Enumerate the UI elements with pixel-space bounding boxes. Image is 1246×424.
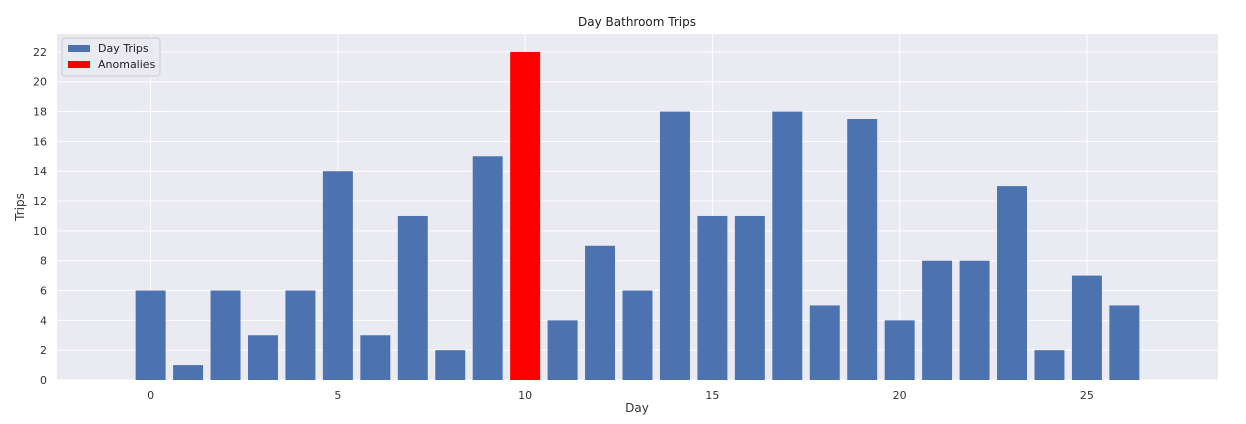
y-tick-label: 8 [40, 255, 47, 268]
bar-day-trips [173, 365, 204, 380]
bar-day-trips [360, 335, 391, 380]
legend-label-anomalies: Anomalies [98, 58, 156, 71]
x-tick-labels: 0 5 10 15 20 25 [147, 389, 1094, 402]
bar-day-trips [922, 260, 953, 380]
legend-swatch-anomalies [68, 61, 90, 68]
y-tick-label: 10 [33, 225, 47, 238]
x-axis-label: Day [625, 401, 649, 415]
bar-day-trips [547, 320, 578, 380]
y-axis-label: Trips [13, 193, 27, 222]
y-tick-label: 0 [40, 374, 47, 387]
y-tick-label: 16 [33, 135, 47, 148]
bar-day-trips [772, 111, 803, 380]
bar-day-trips [997, 186, 1027, 380]
bar-day-trips [1034, 350, 1065, 380]
y-tick-label: 6 [40, 285, 47, 298]
legend: Day Trips Anomalies [61, 37, 161, 77]
bar-day-trips [809, 305, 840, 380]
y-tick-label: 22 [33, 46, 47, 59]
bar-day-trips [135, 290, 166, 380]
x-tick-label: 20 [893, 389, 907, 402]
y-tick-label: 18 [33, 106, 47, 119]
bar-day-trips [322, 171, 353, 380]
legend-label-day-trips: Day Trips [98, 42, 149, 55]
x-tick-label: 10 [518, 389, 532, 402]
bar-day-trips [435, 350, 466, 380]
y-tick-label: 14 [33, 165, 47, 178]
x-tick-label: 15 [705, 389, 719, 402]
y-tick-label: 12 [33, 195, 47, 208]
y-tick-labels: 0 2 4 6 8 10 12 14 16 18 20 22 [33, 46, 47, 387]
bar-day-trips [472, 156, 503, 380]
bar-day-trips [697, 215, 728, 380]
y-tick-label: 2 [40, 344, 47, 357]
bar-day-trips [397, 215, 428, 380]
bar-day-trips [734, 215, 765, 380]
bar-day-trips [659, 111, 690, 380]
chart-title: Day Bathroom Trips [578, 15, 696, 29]
bar-day-trips [285, 290, 316, 380]
bar-day-trips [585, 245, 616, 380]
y-tick-label: 4 [40, 314, 47, 327]
bar-day-trips [884, 320, 915, 380]
y-tick-label: 20 [33, 76, 47, 89]
bar-day-trips [1071, 275, 1102, 380]
legend-swatch-day-trips [68, 45, 90, 52]
bar-day-trips [1109, 305, 1140, 380]
bar-day-trips [210, 290, 241, 380]
x-tick-label: 5 [334, 389, 341, 402]
bar-day-trips [959, 260, 990, 380]
bar-day-trips [847, 119, 878, 381]
bar-day-trips [622, 290, 653, 380]
x-tick-label: 25 [1080, 389, 1094, 402]
x-tick-label: 0 [147, 389, 154, 402]
bars [135, 51, 1140, 381]
bar-day-trips [248, 335, 278, 380]
bar-anomaly [510, 51, 541, 381]
